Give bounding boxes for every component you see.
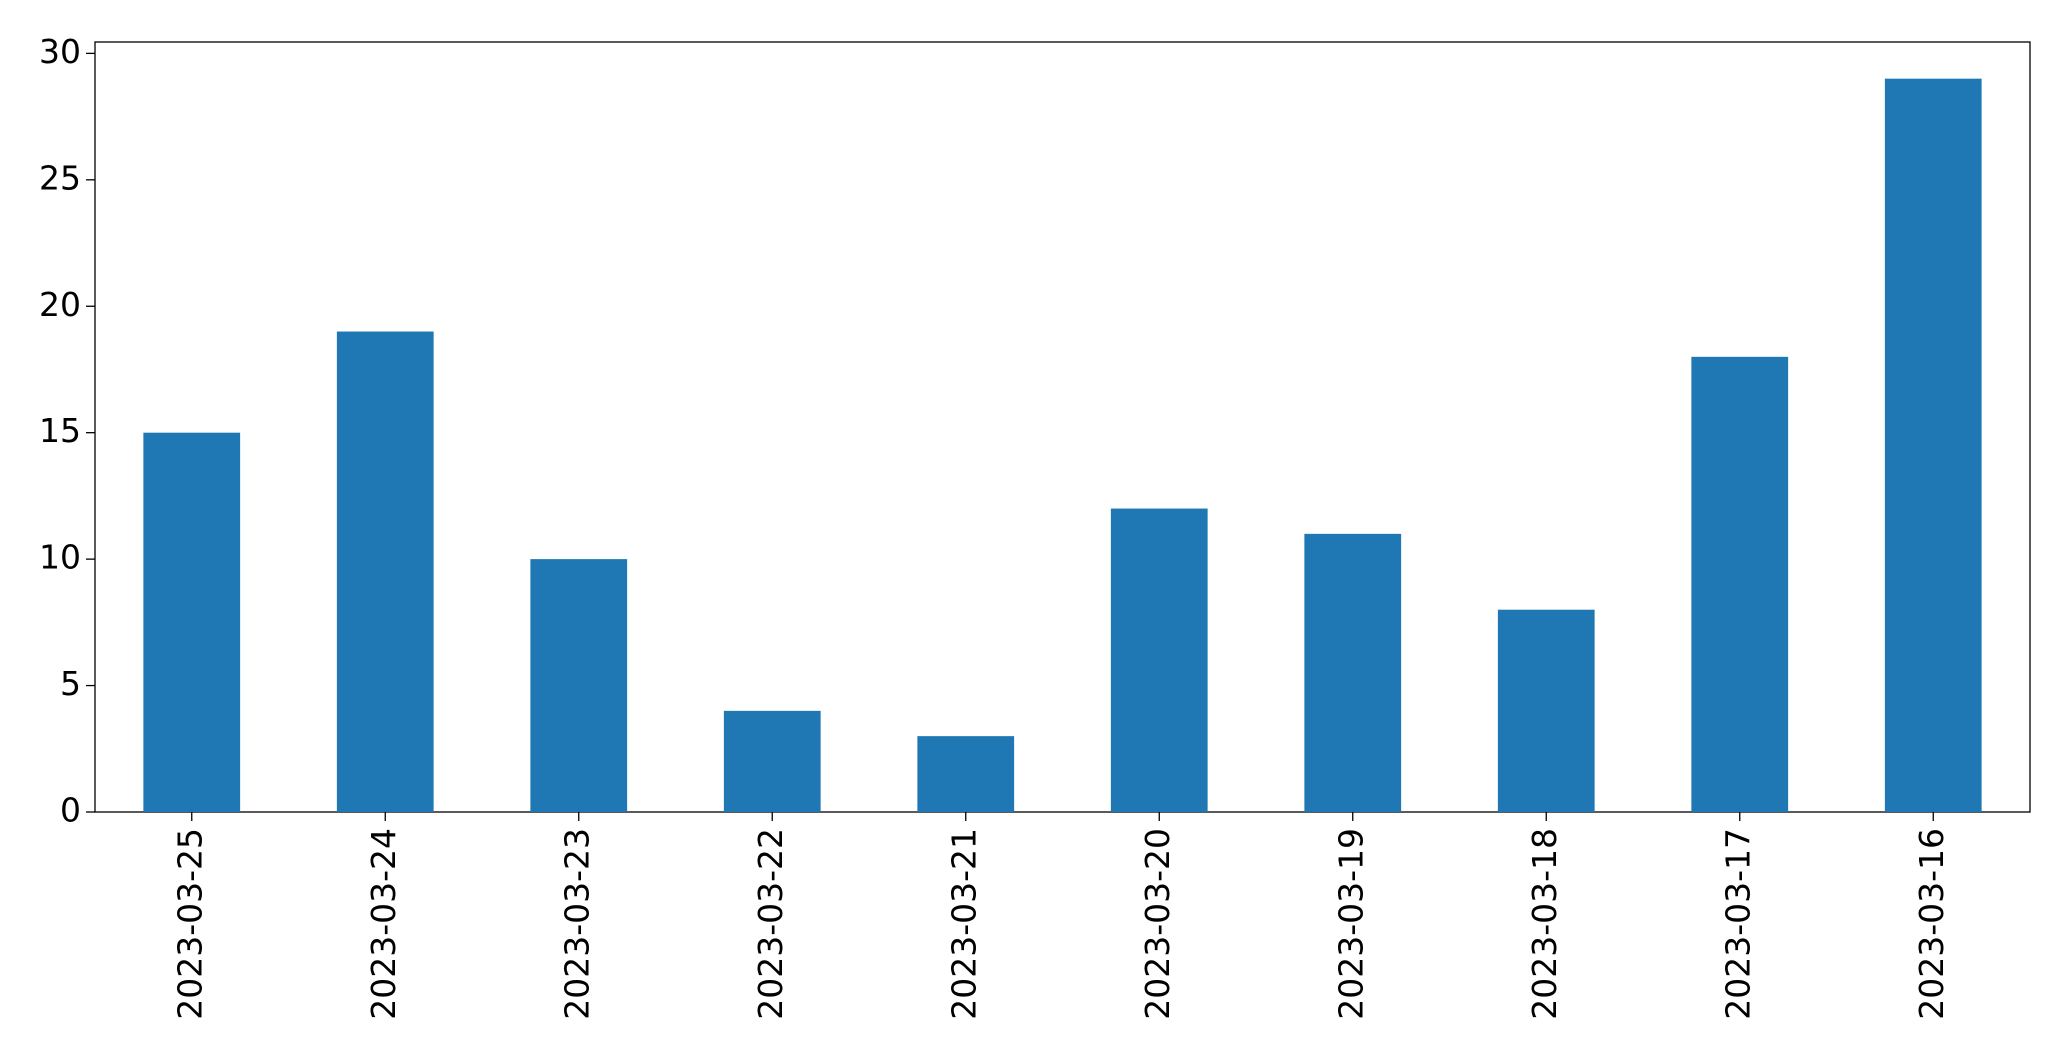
bar xyxy=(1691,356,1789,812)
x-tick-label: 2023-03-22 xyxy=(751,828,790,1020)
bar xyxy=(530,559,628,812)
bar xyxy=(1304,533,1402,812)
bar xyxy=(917,736,1015,812)
bar xyxy=(1884,78,1982,812)
y-tick-label: 0 xyxy=(60,791,81,830)
bar xyxy=(723,710,821,812)
x-tick-label: 2023-03-19 xyxy=(1331,828,1370,1020)
y-tick-label: 20 xyxy=(39,285,81,324)
x-tick-label: 2023-03-17 xyxy=(1718,828,1757,1020)
x-tick-label: 2023-03-25 xyxy=(170,828,209,1020)
y-tick-label: 5 xyxy=(60,664,81,703)
plot-frame xyxy=(94,41,2031,813)
bar xyxy=(1497,609,1595,812)
y-tick-label: 25 xyxy=(39,158,81,197)
x-tick-label: 2023-03-24 xyxy=(364,828,403,1020)
x-tick-label: 2023-03-23 xyxy=(557,828,596,1020)
x-tick-label: 2023-03-18 xyxy=(1525,828,1564,1020)
bar xyxy=(143,432,241,812)
y-tick-label: 15 xyxy=(39,411,81,450)
bar xyxy=(336,331,434,812)
x-tick-label: 2023-03-21 xyxy=(944,828,983,1020)
bar xyxy=(1110,508,1208,812)
y-tick-label: 30 xyxy=(39,32,81,71)
x-tick-label: 2023-03-16 xyxy=(1912,828,1951,1020)
y-tick-label: 10 xyxy=(39,538,81,577)
x-tick-label: 2023-03-20 xyxy=(1138,828,1177,1020)
